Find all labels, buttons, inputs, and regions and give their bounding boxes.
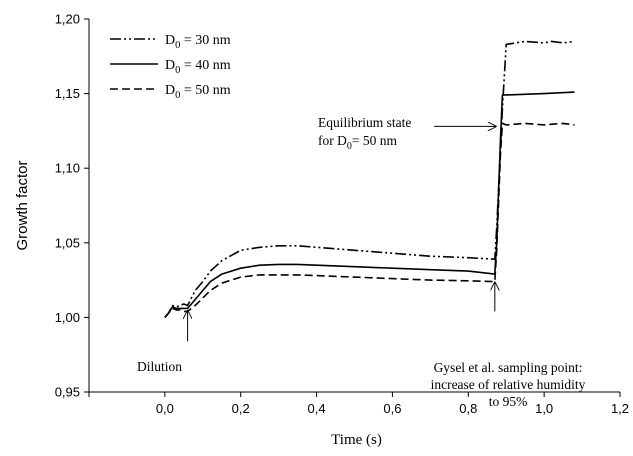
x-tick-label: 0,0: [156, 401, 174, 416]
x-tick-label: 0,2: [232, 401, 250, 416]
legend-label: D0 = 50 nm: [165, 83, 231, 101]
annotations: Dilution Gysel et al. sampling point: incr…: [137, 115, 586, 409]
y-tick-label: 1,20: [55, 12, 80, 27]
legend-label: D0 = 30 nm: [165, 33, 231, 51]
annotation-equilibrium-line: for D0= 50 nm: [318, 133, 397, 152]
legend-label: D0 = 40 nm: [165, 58, 231, 76]
annotation-gysel-line: Gysel et al. sampling point:: [434, 360, 583, 375]
x-tick-label: 1,2: [611, 401, 629, 416]
x-tick-label: 0,8: [459, 401, 477, 416]
series-line-d0-30-nm: [164, 40, 575, 318]
legend: D0 = 30 nm D0 = 40 nm D0 = 50 nm: [110, 33, 231, 101]
y-tick-label: 1,00: [55, 310, 80, 325]
x-tick-label: 0,4: [308, 401, 326, 416]
series-line-d0-50-nm: [164, 122, 575, 318]
annotation-dilution: Dilution: [137, 359, 182, 374]
series-lines: [164, 40, 575, 318]
y-tick-label: 0,95: [55, 385, 80, 400]
annotation-equilibrium-line: Equilibrium state: [318, 115, 411, 130]
annotation-gysel-line: increase of relative humidity: [431, 377, 586, 392]
y-tick-label: 1,15: [55, 86, 80, 101]
y-tick-label: 1,05: [55, 235, 80, 250]
annotation-gysel-line: to 95%: [489, 394, 528, 409]
axes: 0,0 0,2 0,4 0,6 0,8 1,0 1,2 0,95 1,00 1,05 1,10 1,…: [55, 12, 629, 417]
x-axis-title: Time (s): [331, 432, 382, 448]
y-axis-title: Growth factor: [14, 160, 31, 250]
y-ticks: 0,95 1,00 1,05 1,10 1,15 1,20: [55, 12, 89, 400]
x-tick-label: 1,0: [535, 401, 553, 416]
y-tick-label: 1,10: [55, 161, 80, 176]
x-ticks: 0,0 0,2 0,4 0,6 0,8 1,0 1,2: [88, 392, 629, 416]
x-tick-label: 0,6: [383, 401, 401, 416]
